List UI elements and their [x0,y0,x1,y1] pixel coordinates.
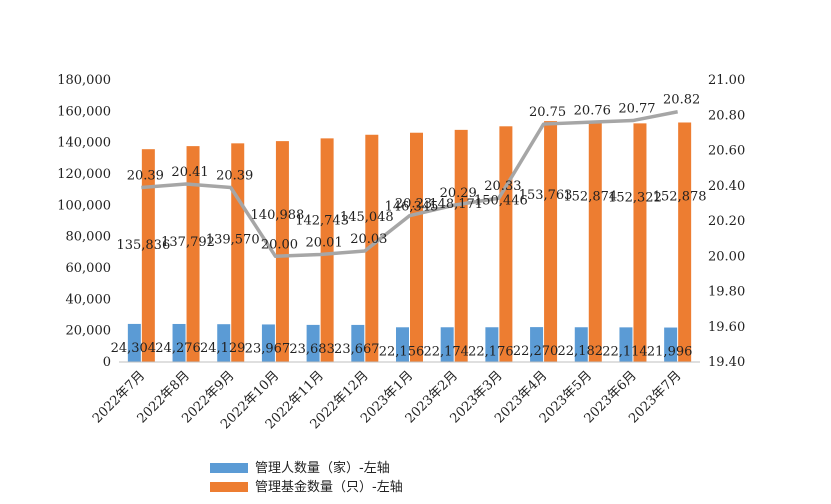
bar-managers [574,327,588,362]
bar-managers [306,324,320,362]
bar-funds [275,141,289,362]
y-left-tick-label: 20,000 [66,324,112,339]
y-left-tick-label: 60,000 [66,261,112,276]
y-left-tick-label: 140,000 [57,136,111,151]
data-label-line: 20.39 [127,169,164,184]
y-right-tick-label: 21.00 [708,73,745,88]
data-label-funds: 145,048 [340,210,394,225]
y-left-tick-label: 120,000 [57,167,111,182]
y-right-tick-label: 20.20 [708,214,745,229]
data-label-line: 20.77 [618,102,655,117]
bars-layer [127,121,692,362]
y-right-tick-label: 20.40 [708,179,745,194]
data-label-managers: 22,114 [602,344,648,359]
legend: 管理人数量（家）-左轴 管理基金数量（只）-左轴 [210,460,403,495]
y-left-tick-label: 80,000 [66,230,112,245]
bar-managers [172,323,186,362]
y-left-tick-label: 180,000 [57,73,111,88]
data-label-line: 20.82 [663,93,700,108]
data-label-line: 20.23 [395,197,432,212]
y-left-tick-label: 40,000 [66,292,112,307]
bar-managers [530,327,544,362]
data-label-managers: 24,276 [155,341,201,356]
y-right-tick-label: 20.60 [708,144,745,159]
y-left-tick-label: 0 [103,355,111,370]
data-label-managers: 24,304 [111,341,157,356]
data-label-managers: 22,270 [513,344,559,359]
data-label-funds: 152,322 [608,190,662,205]
data-label-funds: 140,988 [251,208,305,223]
y-right-tick-label: 19.80 [708,285,745,300]
bar-funds [320,138,334,362]
data-label-line: 20.29 [440,186,477,201]
legend-swatch-managers [210,463,248,473]
data-label-funds: 135,836 [116,238,170,253]
data-label-funds: 153,763 [519,188,573,203]
bar-funds [186,146,200,362]
bar-funds [231,143,245,362]
bar-managers [217,324,231,362]
data-label-managers: 24,129 [200,341,246,356]
line-layer [141,110,678,258]
data-label-managers: 23,683 [289,342,335,357]
data-label-line: 20.76 [574,103,611,118]
data-label-line: 20.00 [261,237,298,252]
y-right-tick-label: 19.60 [708,320,745,335]
legend-swatch-funds [210,482,248,492]
data-label-funds: 137,792 [161,235,215,250]
data-label-managers: 22,176 [468,344,514,359]
bar-managers [261,324,275,362]
bar-funds [365,134,379,362]
line-series [141,110,678,258]
bar-funds [410,132,423,362]
y-left-tick-label: 160,000 [57,104,111,119]
y-right-tick-label: 20.80 [708,108,745,123]
bar-funds [678,122,692,362]
data-labels-layer: 24,304 135,836 20.39 24,276 137,792 20.41 24,1… [111,93,707,360]
data-label-line: 20.03 [350,232,387,247]
data-label-managers: 21,996 [647,345,693,360]
data-label-funds: 146,345 [385,200,439,215]
data-label-funds: 142,743 [295,213,349,228]
bar-managers [127,323,141,362]
data-label-managers: 23,967 [245,341,291,356]
bar-managers [619,327,633,362]
y-right-tick-label: 19.40 [708,355,745,370]
data-label-line: 20.75 [529,105,566,120]
legend-label-managers: 管理人数量（家）-左轴 [255,460,390,476]
bar-funds [141,149,155,362]
data-label-funds: 152,874 [563,189,617,204]
legend-label-funds: 管理基金数量（只）-左轴 [255,479,403,495]
data-label-funds: 150,446 [474,193,528,208]
data-label-managers: 22,182 [558,344,604,359]
bar-managers [485,327,499,362]
data-label-line: 20.41 [171,165,208,180]
data-label-line: 20.39 [216,169,253,184]
data-label-managers: 22,156 [379,344,425,359]
bar-funds [633,123,647,362]
data-label-funds: 139,570 [206,232,260,247]
data-label-line: 20.01 [306,235,343,250]
data-label-funds: 152,878 [653,189,707,204]
bar-funds [454,129,468,362]
y-right-tick-label: 20.00 [708,249,745,264]
bar-managers [440,327,454,362]
bar-funds [588,122,602,362]
data-label-funds: 148,171 [429,197,483,212]
data-label-managers: 22,174 [423,344,469,359]
bar-funds [544,121,558,362]
bar-funds [499,126,513,362]
data-label-managers: 23,667 [334,342,380,357]
bar-managers [351,324,365,362]
data-label-line: 20.33 [484,179,521,194]
y-left-tick-label: 100,000 [57,198,111,213]
bar-managers [396,327,409,362]
bar-managers [664,327,678,362]
